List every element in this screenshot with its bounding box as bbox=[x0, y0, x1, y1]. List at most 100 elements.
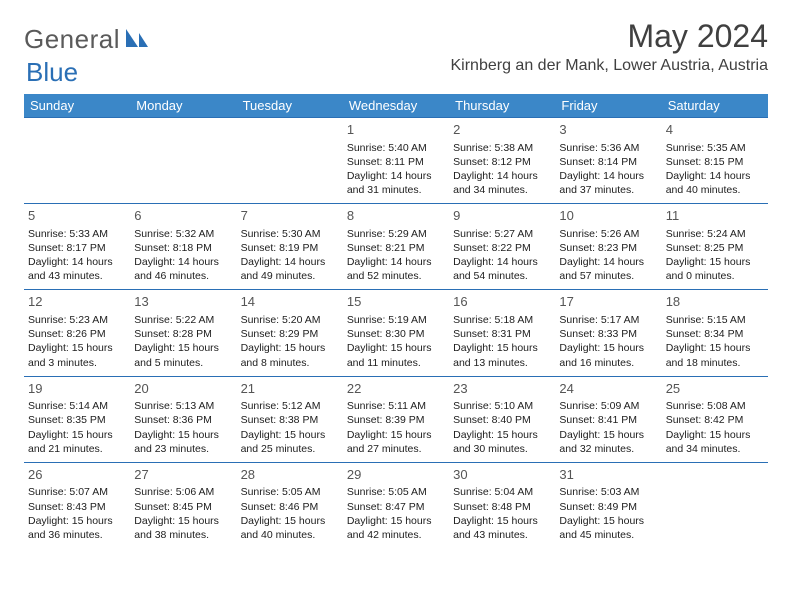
sunrise-line: Sunrise: 5:20 AM bbox=[241, 313, 339, 327]
calendar-cell: 28Sunrise: 5:05 AMSunset: 8:46 PMDayligh… bbox=[237, 462, 343, 548]
sunrise-line: Sunrise: 5:17 AM bbox=[559, 313, 657, 327]
month-title: May 2024 bbox=[451, 18, 769, 55]
daylight-line: Daylight: 15 hours and 8 minutes. bbox=[241, 341, 339, 369]
day-number: 17 bbox=[559, 293, 657, 311]
day-number: 23 bbox=[453, 380, 551, 398]
day-number: 22 bbox=[347, 380, 445, 398]
sunrise-line: Sunrise: 5:15 AM bbox=[666, 313, 764, 327]
day-number: 16 bbox=[453, 293, 551, 311]
sunset-line: Sunset: 8:49 PM bbox=[559, 500, 657, 514]
day-number: 2 bbox=[453, 121, 551, 139]
daylight-line: Daylight: 15 hours and 25 minutes. bbox=[241, 428, 339, 456]
calendar-cell: 24Sunrise: 5:09 AMSunset: 8:41 PMDayligh… bbox=[555, 376, 661, 462]
sunset-line: Sunset: 8:39 PM bbox=[347, 413, 445, 427]
sunrise-line: Sunrise: 5:27 AM bbox=[453, 227, 551, 241]
calendar-cell-empty bbox=[237, 118, 343, 204]
sunrise-line: Sunrise: 5:06 AM bbox=[134, 485, 232, 499]
sunrise-line: Sunrise: 5:33 AM bbox=[28, 227, 126, 241]
sunset-line: Sunset: 8:21 PM bbox=[347, 241, 445, 255]
sunset-line: Sunset: 8:46 PM bbox=[241, 500, 339, 514]
sunrise-line: Sunrise: 5:29 AM bbox=[347, 227, 445, 241]
sunset-line: Sunset: 8:34 PM bbox=[666, 327, 764, 341]
sunrise-line: Sunrise: 5:24 AM bbox=[666, 227, 764, 241]
daylight-line: Daylight: 14 hours and 31 minutes. bbox=[347, 169, 445, 197]
calendar-cell: 21Sunrise: 5:12 AMSunset: 8:38 PMDayligh… bbox=[237, 376, 343, 462]
daylight-line: Daylight: 15 hours and 38 minutes. bbox=[134, 514, 232, 542]
location: Kirnberg an der Mank, Lower Austria, Aus… bbox=[451, 57, 769, 75]
calendar-cell: 18Sunrise: 5:15 AMSunset: 8:34 PMDayligh… bbox=[662, 290, 768, 376]
calendar-cell: 22Sunrise: 5:11 AMSunset: 8:39 PMDayligh… bbox=[343, 376, 449, 462]
day-number: 8 bbox=[347, 207, 445, 225]
daylight-line: Daylight: 15 hours and 18 minutes. bbox=[666, 341, 764, 369]
sunset-line: Sunset: 8:30 PM bbox=[347, 327, 445, 341]
day-number: 28 bbox=[241, 466, 339, 484]
calendar-cell: 12Sunrise: 5:23 AMSunset: 8:26 PMDayligh… bbox=[24, 290, 130, 376]
sunset-line: Sunset: 8:11 PM bbox=[347, 155, 445, 169]
calendar-cell: 23Sunrise: 5:10 AMSunset: 8:40 PMDayligh… bbox=[449, 376, 555, 462]
sunrise-line: Sunrise: 5:09 AM bbox=[559, 399, 657, 413]
day-number: 27 bbox=[134, 466, 232, 484]
day-number: 29 bbox=[347, 466, 445, 484]
calendar-cell: 6Sunrise: 5:32 AMSunset: 8:18 PMDaylight… bbox=[130, 204, 236, 290]
sunset-line: Sunset: 8:22 PM bbox=[453, 241, 551, 255]
calendar-cell-empty bbox=[24, 118, 130, 204]
daylight-line: Daylight: 14 hours and 40 minutes. bbox=[666, 169, 764, 197]
calendar-cell: 27Sunrise: 5:06 AMSunset: 8:45 PMDayligh… bbox=[130, 462, 236, 548]
daylight-line: Daylight: 14 hours and 49 minutes. bbox=[241, 255, 339, 283]
sunset-line: Sunset: 8:29 PM bbox=[241, 327, 339, 341]
daylight-line: Daylight: 15 hours and 13 minutes. bbox=[453, 341, 551, 369]
daylight-line: Daylight: 15 hours and 11 minutes. bbox=[347, 341, 445, 369]
daylight-line: Daylight: 15 hours and 45 minutes. bbox=[559, 514, 657, 542]
sunrise-line: Sunrise: 5:04 AM bbox=[453, 485, 551, 499]
day-number: 13 bbox=[134, 293, 232, 311]
calendar-cell: 1Sunrise: 5:40 AMSunset: 8:11 PMDaylight… bbox=[343, 118, 449, 204]
sunset-line: Sunset: 8:35 PM bbox=[28, 413, 126, 427]
sunset-line: Sunset: 8:47 PM bbox=[347, 500, 445, 514]
calendar-cell: 13Sunrise: 5:22 AMSunset: 8:28 PMDayligh… bbox=[130, 290, 236, 376]
sunset-line: Sunset: 8:28 PM bbox=[134, 327, 232, 341]
sunrise-line: Sunrise: 5:03 AM bbox=[559, 485, 657, 499]
sunset-line: Sunset: 8:17 PM bbox=[28, 241, 126, 255]
sunset-line: Sunset: 8:41 PM bbox=[559, 413, 657, 427]
sunrise-line: Sunrise: 5:35 AM bbox=[666, 141, 764, 155]
calendar-row: 26Sunrise: 5:07 AMSunset: 8:43 PMDayligh… bbox=[24, 462, 768, 548]
daylight-line: Daylight: 14 hours and 37 minutes. bbox=[559, 169, 657, 197]
daylight-line: Daylight: 15 hours and 30 minutes. bbox=[453, 428, 551, 456]
daylight-line: Daylight: 14 hours and 34 minutes. bbox=[453, 169, 551, 197]
day-number: 10 bbox=[559, 207, 657, 225]
daylight-line: Daylight: 15 hours and 36 minutes. bbox=[28, 514, 126, 542]
sunset-line: Sunset: 8:18 PM bbox=[134, 241, 232, 255]
weekday-header: Monday bbox=[130, 94, 236, 118]
sunset-line: Sunset: 8:33 PM bbox=[559, 327, 657, 341]
sunset-line: Sunset: 8:15 PM bbox=[666, 155, 764, 169]
daylight-line: Daylight: 14 hours and 57 minutes. bbox=[559, 255, 657, 283]
sunset-line: Sunset: 8:48 PM bbox=[453, 500, 551, 514]
daylight-line: Daylight: 15 hours and 23 minutes. bbox=[134, 428, 232, 456]
calendar-cell: 2Sunrise: 5:38 AMSunset: 8:12 PMDaylight… bbox=[449, 118, 555, 204]
day-number: 24 bbox=[559, 380, 657, 398]
calendar-table: SundayMondayTuesdayWednesdayThursdayFrid… bbox=[24, 94, 768, 548]
sunset-line: Sunset: 8:25 PM bbox=[666, 241, 764, 255]
brand-part2: Blue bbox=[26, 57, 78, 87]
sunrise-line: Sunrise: 5:40 AM bbox=[347, 141, 445, 155]
day-number: 9 bbox=[453, 207, 551, 225]
calendar-cell: 29Sunrise: 5:05 AMSunset: 8:47 PMDayligh… bbox=[343, 462, 449, 548]
day-number: 11 bbox=[666, 207, 764, 225]
sunrise-line: Sunrise: 5:23 AM bbox=[28, 313, 126, 327]
daylight-line: Daylight: 15 hours and 42 minutes. bbox=[347, 514, 445, 542]
day-number: 7 bbox=[241, 207, 339, 225]
daylight-line: Daylight: 15 hours and 16 minutes. bbox=[559, 341, 657, 369]
calendar-row: 1Sunrise: 5:40 AMSunset: 8:11 PMDaylight… bbox=[24, 118, 768, 204]
sunset-line: Sunset: 8:43 PM bbox=[28, 500, 126, 514]
daylight-line: Daylight: 14 hours and 54 minutes. bbox=[453, 255, 551, 283]
daylight-line: Daylight: 15 hours and 3 minutes. bbox=[28, 341, 126, 369]
sunset-line: Sunset: 8:38 PM bbox=[241, 413, 339, 427]
calendar-cell: 4Sunrise: 5:35 AMSunset: 8:15 PMDaylight… bbox=[662, 118, 768, 204]
sunset-line: Sunset: 8:42 PM bbox=[666, 413, 764, 427]
daylight-line: Daylight: 14 hours and 43 minutes. bbox=[28, 255, 126, 283]
calendar-cell: 11Sunrise: 5:24 AMSunset: 8:25 PMDayligh… bbox=[662, 204, 768, 290]
sunset-line: Sunset: 8:19 PM bbox=[241, 241, 339, 255]
calendar-cell: 31Sunrise: 5:03 AMSunset: 8:49 PMDayligh… bbox=[555, 462, 661, 548]
daylight-line: Daylight: 15 hours and 43 minutes. bbox=[453, 514, 551, 542]
sunset-line: Sunset: 8:31 PM bbox=[453, 327, 551, 341]
